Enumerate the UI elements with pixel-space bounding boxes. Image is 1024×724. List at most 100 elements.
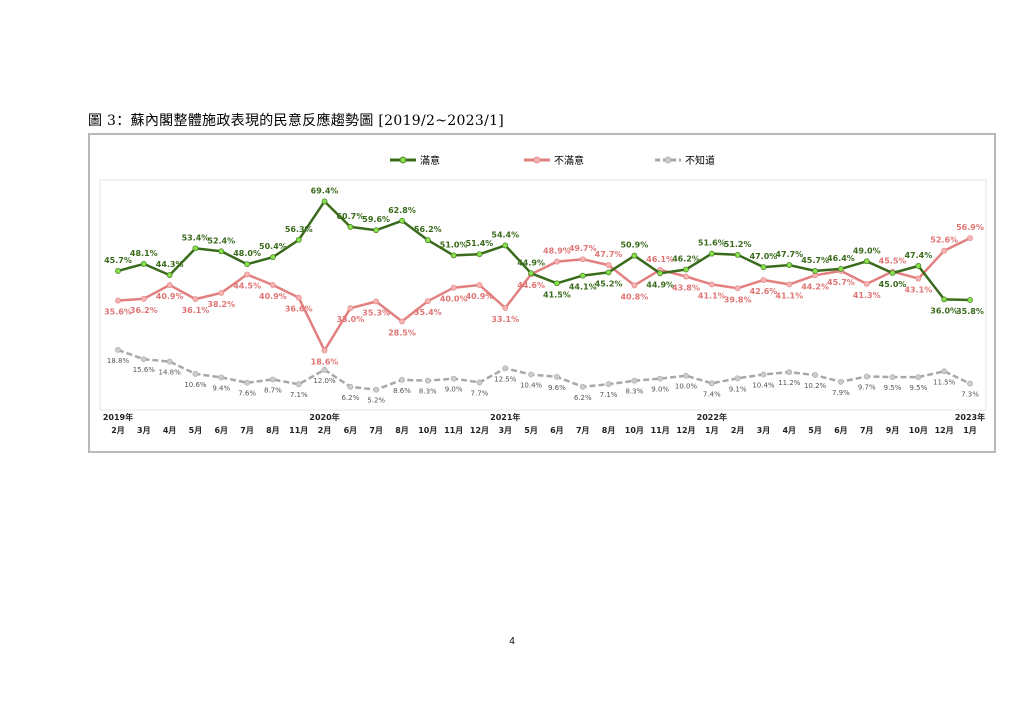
data-label: 9.7% <box>858 384 876 392</box>
data-label: 18.8% <box>107 357 130 365</box>
data-label: 9.6% <box>548 384 566 392</box>
x-tick-label: 3月 <box>498 426 512 435</box>
data-point <box>295 294 302 301</box>
data-point <box>631 377 638 384</box>
data-label: 10.4% <box>752 381 775 389</box>
data-label: 49.7% <box>569 244 597 253</box>
data-label: 45.2% <box>595 279 623 288</box>
data-point <box>760 264 767 271</box>
data-label: 5.2% <box>367 397 385 405</box>
data-label: 15.6% <box>133 366 156 374</box>
data-point <box>967 380 973 387</box>
x-tick-label: 9月 <box>886 426 900 435</box>
data-point <box>528 371 534 378</box>
chart-frame: 滿意 不滿意 不知道 2月 3月 4月 5月 6月 7月 8月 11月 2月 6月 7月 8月 10月 11月… <box>88 133 996 453</box>
data-label: 52.4% <box>207 236 235 245</box>
data-label: 46.1% <box>646 255 674 264</box>
data-point <box>915 374 922 381</box>
data-label: 40.0% <box>440 295 468 304</box>
x-tick-label: 8月 <box>395 426 409 435</box>
legend-entry: 不滿意 <box>524 154 584 167</box>
data-label: 7.7% <box>471 389 489 397</box>
data-point <box>192 245 199 252</box>
data-point <box>657 375 664 382</box>
data-point <box>734 285 741 292</box>
data-point <box>657 270 664 277</box>
x-year-label: 2021年 <box>490 412 520 422</box>
data-label: 36.0% <box>930 306 958 315</box>
x-tick-label: 1月 <box>963 426 977 435</box>
data-label: 12.0% <box>313 377 336 385</box>
data-label: 38.2% <box>207 300 235 309</box>
data-label: 33.0% <box>336 315 364 324</box>
data-label: 9.0% <box>445 386 463 394</box>
data-point <box>579 256 586 263</box>
data-label: 50.4% <box>259 242 287 251</box>
data-point <box>631 282 638 289</box>
data-label: 43.1% <box>904 286 932 295</box>
x-tick-label: 6月 <box>834 426 848 435</box>
data-label: 44.2% <box>801 282 829 291</box>
data-point <box>760 277 767 283</box>
data-point <box>579 272 586 279</box>
legend-label: 不滿意 <box>554 154 584 167</box>
data-label: 8.3% <box>625 388 643 396</box>
data-label: 47.7% <box>595 250 623 259</box>
data-point <box>244 271 250 278</box>
data-point <box>889 270 896 276</box>
x-tick-label: 12月 <box>470 426 489 435</box>
data-point <box>708 380 715 387</box>
data-point <box>424 298 431 305</box>
x-tick-label: 5月 <box>189 426 203 435</box>
data-label: 62.8% <box>388 206 416 215</box>
data-point <box>399 318 405 325</box>
x-tick-label: 8月 <box>266 426 280 435</box>
data-label: 11.2% <box>778 379 801 387</box>
data-label: 41.3% <box>853 291 881 300</box>
data-point <box>554 258 560 265</box>
page-number: 4 <box>509 636 515 647</box>
data-point <box>373 298 380 305</box>
x-tick-label: 11月 <box>289 426 308 435</box>
x-tick-label: 11月 <box>444 426 463 435</box>
data-point <box>683 372 689 379</box>
data-point <box>915 263 922 269</box>
data-label: 45.7% <box>104 256 132 265</box>
data-label: 40.8% <box>620 292 648 301</box>
data-point <box>115 297 121 304</box>
x-tick-label: 7月 <box>860 426 874 435</box>
series-line <box>117 236 971 352</box>
data-label: 59.6% <box>362 215 390 224</box>
data-point <box>734 251 741 258</box>
series-line <box>117 348 971 391</box>
data-label: 51.2% <box>724 240 752 249</box>
data-point <box>270 254 276 261</box>
data-point <box>166 282 173 288</box>
legend-label: 不知道 <box>685 154 715 167</box>
data-label: 35.8% <box>956 307 984 316</box>
data-point <box>631 252 638 259</box>
data-point <box>450 375 457 382</box>
data-point <box>889 374 896 381</box>
data-label: 9.0% <box>651 386 669 394</box>
data-label: 45.7% <box>827 278 855 287</box>
data-label: 47.0% <box>750 252 778 261</box>
x-tick-label: 4月 <box>782 426 796 435</box>
data-point <box>218 374 225 381</box>
data-label: 8.3% <box>419 388 437 396</box>
data-label: 8.7% <box>264 386 282 394</box>
data-point <box>786 369 793 376</box>
data-label: 69.4% <box>311 186 339 195</box>
data-label: 12.5% <box>494 375 517 383</box>
data-point <box>218 290 225 296</box>
data-label: 51.6% <box>698 239 726 248</box>
data-label: 44.1% <box>569 283 597 292</box>
data-point <box>373 227 380 234</box>
data-label: 41.5% <box>543 290 571 299</box>
x-tick-label: 3月 <box>137 426 151 435</box>
data-point <box>915 275 922 282</box>
data-point <box>476 251 483 258</box>
x-year-label: 2019年 <box>103 412 133 422</box>
data-label: 40.9% <box>156 292 184 301</box>
data-point <box>244 261 250 268</box>
